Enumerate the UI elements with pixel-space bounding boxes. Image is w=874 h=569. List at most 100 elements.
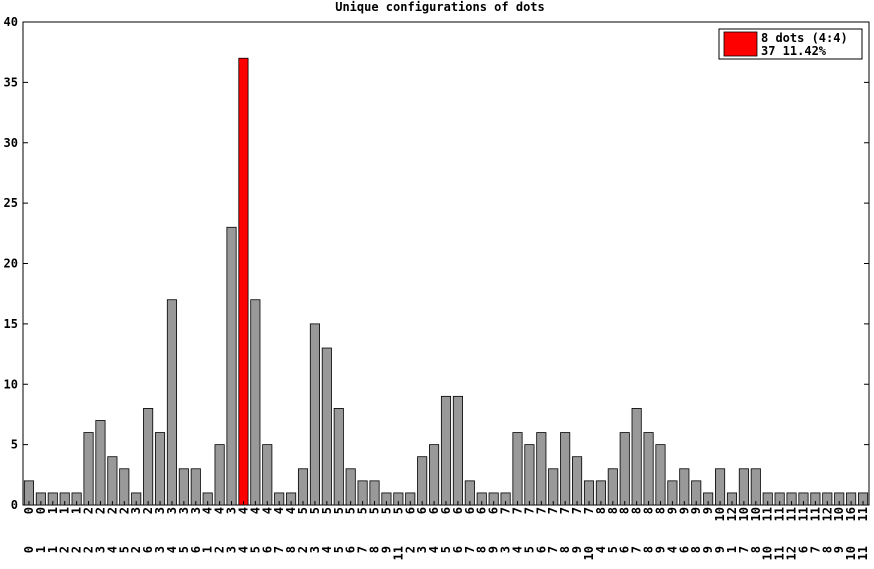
- x-tick-label-top: 3: [165, 507, 179, 514]
- x-tick-label-top: 9: [689, 507, 703, 514]
- x-tick-label-bottom: 4: [320, 546, 334, 553]
- x-tick-label-top: 6: [451, 507, 465, 514]
- legend-value: 37 11.42%: [761, 44, 827, 58]
- x-tick-label-top: 3: [153, 507, 167, 514]
- x-tick-label-top: 1: [46, 507, 60, 514]
- bar: [226, 226, 237, 506]
- x-tick-label-bottom: 5: [606, 546, 620, 553]
- x-tick-label-bottom: 2: [82, 546, 96, 553]
- bar: [166, 299, 177, 506]
- y-tick-label: 10: [4, 377, 18, 391]
- x-tick-label-top: 5: [356, 507, 370, 514]
- x-tick-label-bottom: 9: [713, 546, 727, 553]
- x-tick-label-bottom: 2: [58, 546, 72, 553]
- y-tick-label: 30: [4, 136, 18, 150]
- x-tick-label-bottom: 7: [463, 546, 477, 553]
- x-tick-label-bottom: 3: [93, 546, 107, 553]
- x-tick-label-top: 8: [594, 507, 608, 514]
- x-tick-label-top: 10: [832, 507, 846, 521]
- x-tick-label-top: 6: [475, 507, 489, 514]
- bar: [333, 407, 344, 506]
- x-tick-label-bottom: 6: [534, 546, 548, 553]
- x-tick-label-top: 1: [58, 507, 72, 514]
- x-tick-label-top: 4: [260, 507, 274, 514]
- y-tick-label: 15: [4, 317, 18, 331]
- x-tick-label-top: 4: [236, 507, 250, 514]
- bar: [619, 432, 630, 506]
- x-tick-label-top: 7: [570, 507, 584, 514]
- bar: [178, 468, 189, 506]
- x-tick-label-bottom: 6: [141, 546, 155, 553]
- x-tick-label-top: 6: [403, 507, 417, 514]
- bar-highlighted: [238, 57, 249, 506]
- bar: [345, 468, 356, 506]
- x-tick-label-bottom: 10: [582, 546, 596, 560]
- x-tick-label-top: 12: [725, 507, 739, 521]
- bar: [512, 432, 523, 506]
- x-tick-label-top: 7: [558, 507, 572, 514]
- legend-label: 8 dots (4:4): [761, 31, 848, 45]
- x-tick-label-bottom: 11: [856, 546, 870, 560]
- x-tick-label-top: 7: [582, 507, 596, 514]
- bar: [440, 395, 452, 506]
- x-tick-label-bottom: 9: [701, 546, 715, 553]
- bar: [655, 444, 666, 506]
- x-tick-label-bottom: 9: [653, 546, 667, 553]
- x-tick-label-top: 9: [701, 507, 715, 514]
- bar: [679, 468, 690, 506]
- x-tick-label-top: 4: [201, 507, 215, 514]
- x-tick-label-top: 5: [391, 507, 405, 514]
- x-tick-label-top: 8: [630, 507, 644, 514]
- x-tick-label-top: 9: [677, 507, 691, 514]
- x-tick-label-bottom: 8: [749, 546, 763, 553]
- x-tick-label-bottom: 5: [332, 546, 346, 553]
- x-tick-label-bottom: 9: [379, 546, 393, 553]
- x-tick-label-top: 5: [332, 507, 346, 514]
- y-tick-label: 5: [11, 438, 18, 452]
- bar: [560, 432, 571, 506]
- x-tick-label-top: 5: [320, 507, 334, 514]
- x-tick-label-top: 10: [737, 507, 751, 521]
- bar: [83, 432, 94, 506]
- x-tick-label-bottom: 7: [546, 546, 560, 553]
- x-tick-label-top: 6: [463, 507, 477, 514]
- x-tick-label-bottom: 5: [248, 546, 262, 553]
- x-tick-label-top: 2: [117, 507, 131, 514]
- y-tick-label: 40: [4, 15, 18, 29]
- bar: [309, 323, 320, 506]
- x-tick-label-bottom: 2: [70, 546, 84, 553]
- y-tick-label: 35: [4, 75, 18, 89]
- x-tick-label-bottom: 6: [260, 546, 274, 553]
- x-tick-label-top: 9: [665, 507, 679, 514]
- x-tick-label-bottom: 6: [189, 546, 203, 553]
- bar: [452, 395, 463, 506]
- x-tick-label-top: 8: [606, 507, 620, 514]
- x-tick-label-bottom: 4: [165, 546, 179, 553]
- x-tick-label-top: 7: [522, 507, 536, 514]
- x-tick-label-bottom: 4: [236, 546, 250, 553]
- bar: [297, 468, 309, 506]
- x-tick-label-bottom: 2: [403, 546, 417, 553]
- x-tick-label-top: 7: [499, 507, 513, 514]
- bar: [119, 468, 130, 506]
- bar: [321, 347, 332, 506]
- bar: [417, 456, 428, 506]
- bar: [572, 456, 583, 506]
- x-tick-label-bottom: 4: [594, 546, 608, 553]
- x-tick-label-bottom: 2: [296, 546, 310, 553]
- x-tick-label-bottom: 5: [522, 546, 536, 553]
- x-tick-label-bottom: 1: [34, 546, 48, 553]
- x-tick-label-top: 11: [773, 507, 787, 521]
- x-tick-label-bottom: 8: [284, 546, 298, 553]
- bar: [143, 407, 154, 506]
- x-tick-label-top: 6: [487, 507, 501, 514]
- chart-title: Unique configurations of dots: [335, 0, 545, 14]
- x-tick-label-top: 11: [808, 507, 822, 521]
- bar: [262, 444, 273, 506]
- bar: [95, 420, 106, 506]
- legend: 8 dots (4:4) 37 11.42%: [718, 28, 863, 60]
- x-tick-label-top: 7: [546, 507, 560, 514]
- x-tick-label-top: 6: [439, 507, 453, 514]
